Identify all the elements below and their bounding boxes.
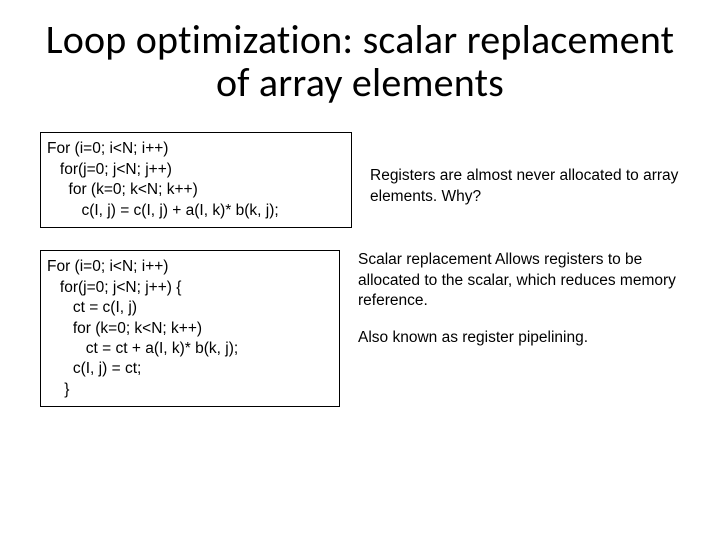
explain-scalar-paragraph-2: Also known as register pipelining. [358,328,680,348]
slide: Loop optimization: scalar replacement of… [0,0,720,540]
explain-scalar-replacement: Scalar replacement Allows registers to b… [358,250,680,348]
code-box-original: For (i=0; i<N; i++) for(j=0; j<N; j++) f… [40,132,352,228]
paragraph-gap [358,312,680,328]
explain-scalar-paragraph-1: Scalar replacement Allows registers to b… [358,250,680,311]
row-2: For (i=0; i<N; i++) for(j=0; j<N; j++) {… [40,250,680,407]
row-1: For (i=0; i<N; i++) for(j=0; j<N; j++) f… [40,132,680,228]
slide-title: Loop optimization: scalar replacement of… [40,18,680,104]
explain-registers: Registers are almost never allocated to … [370,132,680,207]
code-box-scalar-replacement: For (i=0; i<N; i++) for(j=0; j<N; j++) {… [40,250,340,407]
